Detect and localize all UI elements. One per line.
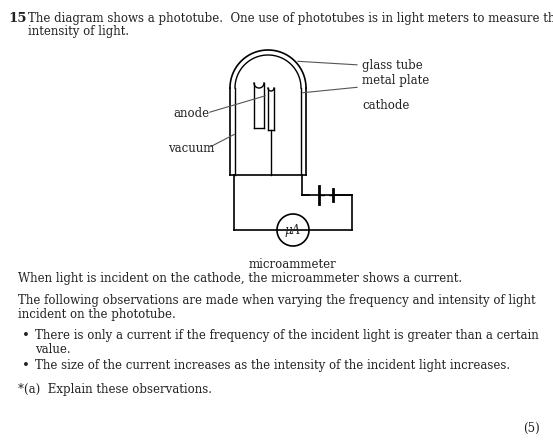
Text: μA: μA <box>285 224 301 237</box>
Text: value.: value. <box>35 343 71 356</box>
Text: microammeter: microammeter <box>249 258 337 271</box>
Text: The size of the current increases as the intensity of the incident light increas: The size of the current increases as the… <box>35 359 510 372</box>
Text: *(a)  Explain these observations.: *(a) Explain these observations. <box>18 383 212 396</box>
Text: metal plate: metal plate <box>362 74 429 87</box>
Text: cathode: cathode <box>362 99 409 112</box>
Text: vacuum: vacuum <box>168 142 215 154</box>
Text: (5): (5) <box>523 422 540 435</box>
Text: incident on the phototube.: incident on the phototube. <box>18 308 176 321</box>
Text: •: • <box>22 329 30 342</box>
Text: The following observations are made when varying the frequency and intensity of : The following observations are made when… <box>18 294 536 307</box>
Text: 15: 15 <box>8 12 27 25</box>
Text: glass tube: glass tube <box>362 59 422 72</box>
Text: There is only a current if the frequency of the incident light is greater than a: There is only a current if the frequency… <box>35 329 539 342</box>
Text: The diagram shows a phototube.  One use of phototubes is in light meters to meas: The diagram shows a phototube. One use o… <box>28 12 553 25</box>
Text: intensity of light.: intensity of light. <box>28 25 129 38</box>
Text: When light is incident on the cathode, the microammeter shows a current.: When light is incident on the cathode, t… <box>18 272 462 285</box>
Text: anode: anode <box>173 106 209 120</box>
Text: •: • <box>22 359 30 372</box>
